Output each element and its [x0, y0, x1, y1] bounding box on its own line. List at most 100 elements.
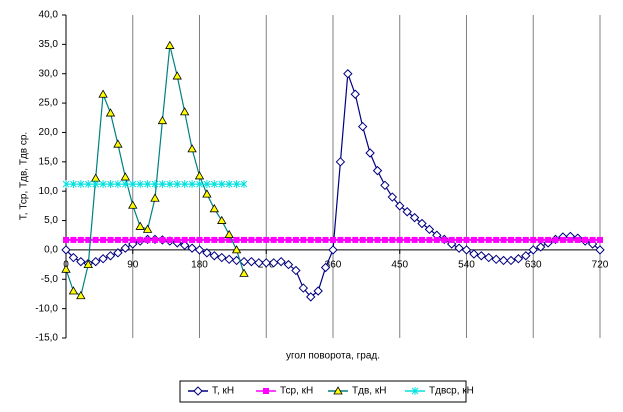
marker	[76, 256, 86, 267]
marker	[210, 180, 218, 189]
marker	[478, 236, 485, 243]
marker	[202, 189, 212, 198]
marker	[83, 259, 93, 268]
marker	[113, 248, 123, 258]
marker	[456, 236, 463, 243]
marker	[179, 240, 190, 250]
x-tick-label: 540	[458, 260, 475, 271]
marker	[92, 236, 99, 243]
marker	[298, 283, 309, 293]
marker	[498, 255, 509, 266]
marker	[528, 245, 538, 255]
marker	[98, 254, 108, 264]
marker	[484, 252, 494, 263]
marker	[114, 180, 122, 189]
marker	[136, 180, 144, 189]
marker	[365, 148, 375, 158]
legend-label: Тдвср, кН	[429, 386, 474, 397]
marker	[196, 236, 203, 243]
marker	[552, 236, 559, 243]
marker	[105, 108, 116, 117]
y-tick-label: 5,0	[44, 215, 58, 226]
marker	[285, 236, 292, 243]
marker	[506, 255, 516, 266]
marker	[120, 243, 131, 253]
marker	[98, 89, 108, 98]
marker	[150, 193, 160, 202]
legend-item: Тср, кН	[256, 386, 313, 397]
marker	[105, 251, 116, 261]
marker	[107, 180, 114, 189]
marker	[344, 236, 351, 243]
marker	[463, 236, 470, 243]
marker	[380, 180, 390, 191]
marker	[283, 259, 294, 270]
marker	[70, 180, 77, 189]
marker	[202, 248, 212, 258]
marker	[100, 236, 107, 243]
marker	[448, 236, 455, 243]
marker	[196, 180, 203, 189]
marker	[343, 69, 353, 79]
marker	[240, 180, 248, 189]
marker	[491, 254, 501, 265]
marker	[76, 290, 86, 300]
y-tick-label: -5,0	[41, 274, 59, 285]
marker	[367, 236, 374, 243]
marker	[254, 258, 264, 268]
marker	[137, 236, 144, 243]
marker	[559, 236, 566, 243]
marker	[142, 224, 153, 233]
x-tick-label: 720	[592, 260, 609, 271]
marker	[595, 245, 605, 255]
marker	[181, 180, 189, 189]
marker	[188, 180, 196, 189]
marker	[389, 236, 396, 243]
marker	[166, 236, 173, 243]
marker	[322, 236, 329, 243]
legend-marker	[263, 388, 269, 394]
marker	[470, 236, 477, 243]
legend-item: Тдв, кН	[328, 386, 386, 397]
marker	[268, 258, 279, 268]
marker	[179, 107, 190, 116]
x-axis-label: угол поворота, град.	[286, 351, 380, 362]
marker	[404, 236, 411, 243]
marker	[144, 236, 151, 243]
marker	[63, 236, 69, 243]
marker	[209, 203, 220, 213]
series-line	[65, 45, 245, 297]
marker	[454, 243, 464, 253]
marker	[62, 180, 70, 189]
marker	[61, 245, 71, 255]
marker	[461, 245, 472, 255]
marker	[166, 180, 174, 189]
marker	[381, 236, 388, 243]
marker	[152, 236, 158, 243]
legend-box	[179, 380, 467, 403]
marker	[387, 192, 398, 202]
marker	[224, 254, 234, 265]
marker	[574, 236, 581, 243]
marker	[263, 236, 270, 243]
x-tick-label: 450	[391, 260, 408, 271]
legend-label: Тдв, кН	[352, 386, 386, 397]
legend-label: Т, кН	[212, 386, 234, 397]
marker	[300, 236, 307, 243]
marker	[372, 165, 383, 176]
marker	[419, 236, 425, 243]
marker	[582, 236, 589, 243]
marker	[68, 286, 79, 295]
marker	[217, 215, 227, 224]
marker	[135, 221, 145, 230]
marker	[159, 180, 166, 189]
marker	[350, 89, 360, 99]
marker	[233, 180, 240, 189]
marker	[255, 236, 262, 243]
marker	[424, 224, 435, 235]
marker	[417, 218, 427, 229]
marker	[173, 180, 181, 189]
marker	[402, 207, 412, 217]
legend-item: Тдвср, кН	[405, 386, 474, 397]
marker	[535, 242, 546, 252]
